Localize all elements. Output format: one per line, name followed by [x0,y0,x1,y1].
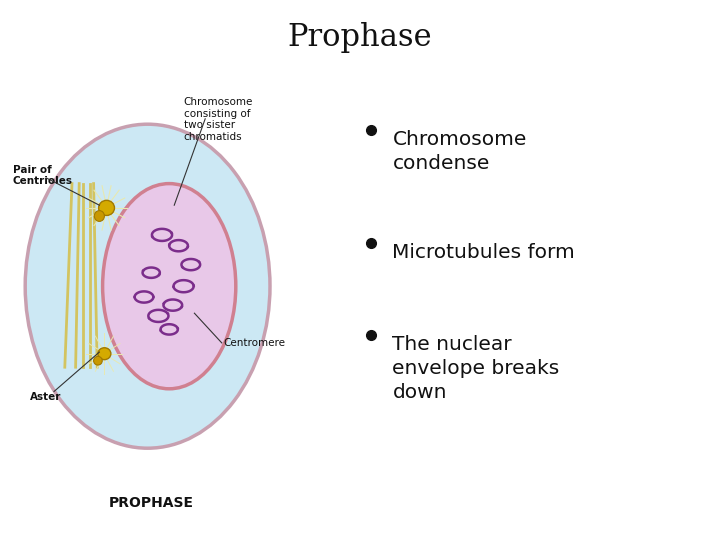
Text: Chromosome
condense: Chromosome condense [392,130,527,173]
Text: PROPHASE: PROPHASE [109,496,194,510]
Text: Pair of
Centrioles: Pair of Centrioles [13,165,73,186]
Text: Microtubules form: Microtubules form [392,243,575,262]
Text: Centromere: Centromere [223,338,285,348]
Ellipse shape [98,348,111,360]
Ellipse shape [94,356,102,365]
Text: The nuclear
envelope breaks
down: The nuclear envelope breaks down [392,335,559,402]
Text: Chromosome
consisting of
two sister
chromatids: Chromosome consisting of two sister chro… [184,97,253,142]
Ellipse shape [94,211,104,221]
Ellipse shape [99,200,114,215]
Ellipse shape [25,124,270,448]
Text: Prophase: Prophase [288,22,432,52]
Text: Aster: Aster [30,392,62,402]
Ellipse shape [102,184,236,389]
